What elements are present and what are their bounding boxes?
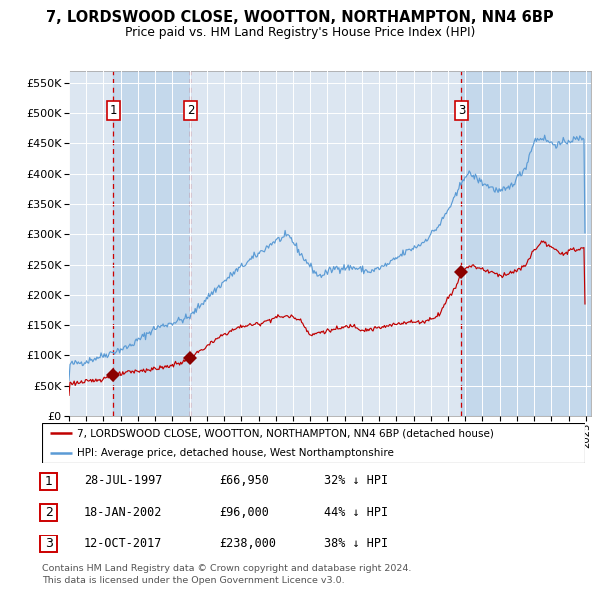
Bar bbox=[113, 71, 190, 416]
Text: HPI: Average price, detached house, West Northamptonshire: HPI: Average price, detached house, West… bbox=[77, 448, 394, 458]
Text: 38% ↓ HPI: 38% ↓ HPI bbox=[324, 537, 388, 550]
Text: £238,000: £238,000 bbox=[219, 537, 276, 550]
Text: 28-JUL-1997: 28-JUL-1997 bbox=[84, 474, 163, 487]
Text: Contains HM Land Registry data © Crown copyright and database right 2024.: Contains HM Land Registry data © Crown c… bbox=[42, 565, 412, 573]
Text: 1: 1 bbox=[110, 104, 117, 117]
Text: 7, LORDSWOOD CLOSE, WOOTTON, NORTHAMPTON, NN4 6BP: 7, LORDSWOOD CLOSE, WOOTTON, NORTHAMPTON… bbox=[46, 10, 554, 25]
Text: 2: 2 bbox=[187, 104, 194, 117]
Text: This data is licensed under the Open Government Licence v3.0.: This data is licensed under the Open Gov… bbox=[42, 576, 344, 585]
Text: 3: 3 bbox=[44, 537, 53, 550]
Text: 18-JAN-2002: 18-JAN-2002 bbox=[84, 506, 163, 519]
Text: 12-OCT-2017: 12-OCT-2017 bbox=[84, 537, 163, 550]
Text: 7, LORDSWOOD CLOSE, WOOTTON, NORTHAMPTON, NN4 6BP (detached house): 7, LORDSWOOD CLOSE, WOOTTON, NORTHAMPTON… bbox=[77, 428, 494, 438]
Text: 3: 3 bbox=[458, 104, 465, 117]
Text: £66,950: £66,950 bbox=[219, 474, 269, 487]
Text: Price paid vs. HM Land Registry's House Price Index (HPI): Price paid vs. HM Land Registry's House … bbox=[125, 26, 475, 39]
Text: 32% ↓ HPI: 32% ↓ HPI bbox=[324, 474, 388, 487]
Text: £96,000: £96,000 bbox=[219, 506, 269, 519]
Text: 44% ↓ HPI: 44% ↓ HPI bbox=[324, 506, 388, 519]
Text: 2: 2 bbox=[44, 506, 53, 519]
Bar bbox=[461, 71, 591, 416]
Text: 1: 1 bbox=[44, 475, 53, 488]
